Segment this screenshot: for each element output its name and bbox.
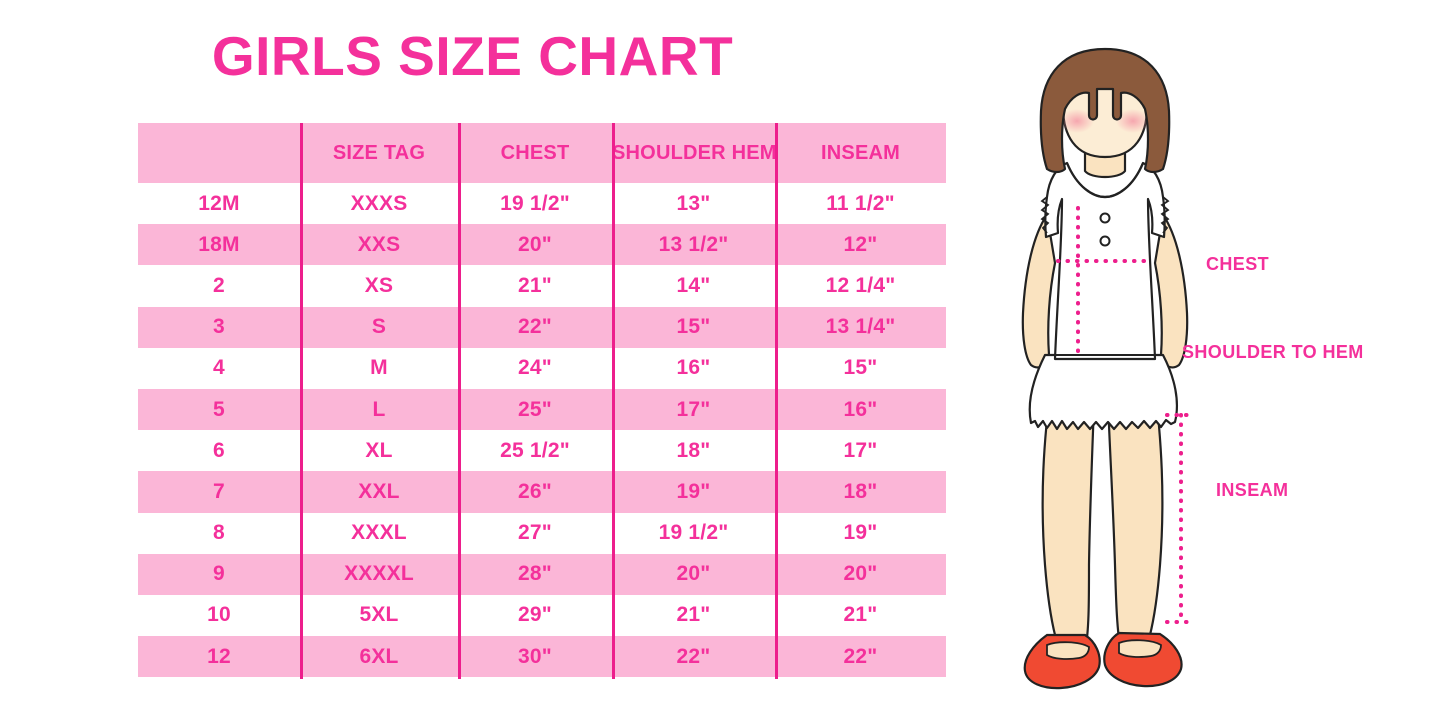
cell-inseam: 18" xyxy=(775,471,946,513)
cell-size: 9 xyxy=(138,553,300,595)
table-row: 18M XXS 20" 13 1/2" 12" xyxy=(138,224,946,266)
cell-size: 6 xyxy=(138,430,300,472)
column-header-size xyxy=(138,123,300,183)
cell-inseam: 15" xyxy=(775,347,946,389)
table-row: 6 XL 25 1/2" 18" 17" xyxy=(138,430,946,472)
table-body: 12M XXXS 19 1/2" 13" 11 1/2" 18M XXS 20"… xyxy=(138,183,946,678)
cell-shoulder-hem: 18" xyxy=(612,430,775,472)
girl-figure-illustration xyxy=(985,45,1235,690)
size-chart-table-wrapper: SIZE TAG CHEST SHOULDER HEM INSEAM 12M X… xyxy=(138,123,946,679)
cell-shoulder-hem: 22" xyxy=(612,636,775,678)
arms-shape xyxy=(1021,212,1189,369)
cell-shoulder-hem: 13 1/2" xyxy=(612,224,775,266)
cell-size-tag: S xyxy=(300,306,458,348)
blush-left xyxy=(1060,109,1094,133)
cell-inseam: 17" xyxy=(775,430,946,472)
cell-chest: 29" xyxy=(458,594,612,637)
table-row: 7 XXL 26" 19" 18" xyxy=(138,471,946,513)
cell-shoulder-hem: 16" xyxy=(612,347,775,389)
cell-chest: 25 1/2" xyxy=(458,430,612,472)
table-row: 12 6XL 30" 22" 22" xyxy=(138,636,946,678)
size-chart-table: SIZE TAG CHEST SHOULDER HEM INSEAM 12M X… xyxy=(138,123,946,678)
cell-size: 5 xyxy=(138,388,300,431)
column-header-size-tag: SIZE TAG xyxy=(300,123,458,183)
cell-shoulder-hem: 19" xyxy=(612,471,775,513)
cell-inseam: 19" xyxy=(775,512,946,554)
cell-size: 4 xyxy=(138,347,300,389)
callout-label-inseam: INSEAM xyxy=(1216,480,1289,500)
cell-size-tag: XXS xyxy=(300,224,458,266)
table-row: 9 XXXXL 28" 20" 20" xyxy=(138,553,946,595)
callout-label-shoulder-to-hem: SHOULDER TO HEM xyxy=(1182,342,1364,362)
cell-chest: 28" xyxy=(458,553,612,595)
cell-shoulder-hem: 20" xyxy=(612,553,775,595)
cell-chest: 22" xyxy=(458,306,612,348)
cell-shoulder-hem: 15" xyxy=(612,306,775,348)
skirt-shape xyxy=(1028,353,1178,431)
cell-inseam: 16" xyxy=(775,388,946,431)
button-icon xyxy=(1099,235,1111,247)
table-row: 10 5XL 29" 21" 21" xyxy=(138,594,946,637)
measurement-dotted-lines xyxy=(1056,206,1155,358)
cell-chest: 26" xyxy=(458,471,612,513)
table-header-row: SIZE TAG CHEST SHOULDER HEM INSEAM xyxy=(138,123,946,183)
cell-size: 12M xyxy=(138,183,300,225)
cell-size-tag: XXXS xyxy=(300,183,458,225)
cell-chest: 19 1/2" xyxy=(458,183,612,225)
cell-chest: 24" xyxy=(458,347,612,389)
cell-chest: 27" xyxy=(458,512,612,554)
table-row: 4 M 24" 16" 15" xyxy=(138,347,946,389)
cell-shoulder-hem: 13" xyxy=(612,183,775,225)
cell-chest: 25" xyxy=(458,388,612,431)
cell-inseam: 12 1/4" xyxy=(775,265,946,307)
cell-shoulder-hem: 19 1/2" xyxy=(612,512,775,554)
cell-size-tag: L xyxy=(300,388,458,431)
column-header-inseam: INSEAM xyxy=(775,123,946,183)
cell-size: 3 xyxy=(138,306,300,348)
callout-label-chest: CHEST xyxy=(1206,254,1270,274)
cell-size-tag: XXL xyxy=(300,471,458,513)
cell-size-tag: XXXXL xyxy=(300,553,458,595)
cell-size: 12 xyxy=(138,636,300,678)
cell-size: 8 xyxy=(138,512,300,554)
table-row: 3 S 22" 15" 13 1/4" xyxy=(138,306,946,348)
cell-size: 10 xyxy=(138,594,300,637)
cell-inseam: 12" xyxy=(775,224,946,266)
cell-inseam: 11 1/2" xyxy=(775,183,946,225)
cell-inseam: 22" xyxy=(775,636,946,678)
cell-size: 18M xyxy=(138,224,300,266)
cell-inseam: 20" xyxy=(775,553,946,595)
cell-size-tag: 6XL xyxy=(300,636,458,678)
cell-chest: 20" xyxy=(458,224,612,266)
cell-shoulder-hem: 14" xyxy=(612,265,775,307)
cell-shoulder-hem: 17" xyxy=(612,388,775,431)
cell-size-tag: M xyxy=(300,347,458,389)
button-icon xyxy=(1099,212,1111,224)
column-header-shoulder-hem: SHOULDER HEM xyxy=(612,123,776,183)
page-title: GIRLS SIZE CHART xyxy=(211,25,734,87)
cell-size: 7 xyxy=(138,471,300,513)
cell-shoulder-hem: 21" xyxy=(612,594,775,637)
cell-inseam: 13 1/4" xyxy=(775,306,946,348)
inseam-bracket xyxy=(1165,413,1197,624)
cell-chest: 30" xyxy=(458,636,612,678)
cell-chest: 21" xyxy=(458,265,612,307)
blush-right xyxy=(1116,109,1150,133)
shoes-shape xyxy=(1023,631,1183,690)
hair-shape xyxy=(1039,47,1171,174)
cell-size-tag: XS xyxy=(300,265,458,307)
table-row: 8 XXXL 27" 19 1/2" 19" xyxy=(138,512,946,554)
table-row: 12M XXXS 19 1/2" 13" 11 1/2" xyxy=(138,183,946,225)
cell-size: 2 xyxy=(138,265,300,307)
cell-size-tag: 5XL xyxy=(300,594,458,637)
column-header-chest: CHEST xyxy=(458,123,612,183)
cell-inseam: 21" xyxy=(775,594,946,637)
legs-shape xyxy=(1041,369,1164,659)
table-row: 5 L 25" 17" 16" xyxy=(138,388,946,431)
table-row: 2 XS 21" 14" 12 1/4" xyxy=(138,265,946,307)
table-header: SIZE TAG CHEST SHOULDER HEM INSEAM xyxy=(138,123,946,183)
cell-size-tag: XXXL xyxy=(300,512,458,554)
cell-size-tag: XL xyxy=(300,430,458,472)
